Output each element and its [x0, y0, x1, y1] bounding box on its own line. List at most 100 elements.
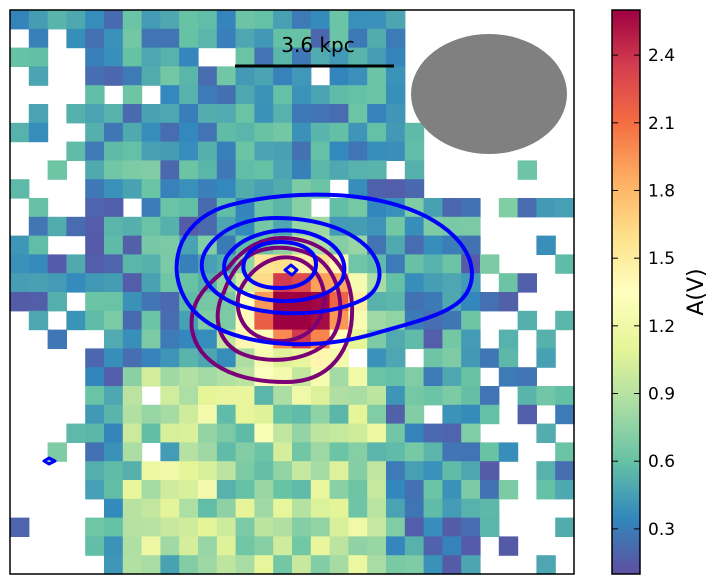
- heatmap-cell: [348, 122, 368, 143]
- heatmap-cell: [292, 198, 312, 218]
- heatmap-cell: [122, 292, 143, 312]
- heatmap-cell: [442, 329, 462, 349]
- heatmap-cell: [517, 160, 537, 180]
- heatmap-cell: [329, 498, 349, 519]
- heatmap-cell: [348, 235, 368, 255]
- heatmap-cell: [386, 423, 406, 443]
- colorbar-tick-label: 2.1: [648, 114, 675, 134]
- heatmap-cell: [85, 292, 105, 312]
- heatmap-cell: [386, 517, 406, 537]
- heatmap-cell: [480, 348, 500, 368]
- heatmap-cell: [198, 480, 218, 500]
- heatmap-cell: [461, 442, 481, 462]
- heatmap-cell: [329, 160, 349, 180]
- heatmap-cell: [442, 273, 462, 293]
- heatmap-cell: [141, 235, 161, 255]
- heatmap-cell: [160, 404, 180, 425]
- heatmap-cell: [536, 555, 556, 575]
- heatmap-cell: [85, 310, 105, 331]
- scale-bar-label: 3.6 kpc: [281, 33, 354, 57]
- heatmap-cell: [85, 423, 105, 443]
- heatmap-cell: [104, 461, 124, 481]
- heatmap-cell: [216, 310, 237, 331]
- heatmap-cell: [198, 329, 218, 349]
- heatmap-cell: [141, 198, 161, 218]
- heatmap-cell: [461, 423, 481, 443]
- heatmap-cell: [141, 555, 161, 575]
- heatmap-cell: [235, 423, 255, 443]
- heatmap-cell: [198, 216, 218, 237]
- heatmap-cell: [160, 480, 180, 500]
- heatmap-cell: [235, 66, 255, 86]
- heatmap-cell: [85, 104, 105, 124]
- heatmap-cell: [179, 28, 199, 49]
- heatmap-cell: [216, 423, 237, 443]
- heatmap-cell: [292, 160, 312, 180]
- purple-contour-outer: [189, 236, 355, 384]
- heatmap-cell: [404, 122, 425, 143]
- heatmap-cell: [555, 310, 575, 331]
- heatmap-cell: [141, 367, 161, 387]
- heatmap-cell: [461, 216, 481, 237]
- heatmap-cell: [198, 404, 218, 425]
- heatmap-cell: [404, 536, 425, 556]
- heatmap-cell: [47, 216, 67, 237]
- heatmap-cell: [122, 122, 143, 143]
- heatmap-cell: [461, 386, 481, 406]
- blue-contour-2: [199, 216, 382, 316]
- heatmap-cell: [122, 498, 143, 519]
- heatmap-cell: [273, 404, 293, 425]
- heatmap-cell: [517, 310, 537, 331]
- heatmap-cell: [273, 122, 293, 143]
- heatmap-cell: [104, 555, 124, 575]
- heatmap-cell: [536, 480, 556, 500]
- heatmap-cell: [386, 66, 406, 86]
- heatmap-cell: [198, 498, 218, 519]
- blue-contour-4: [241, 240, 318, 290]
- heatmap-cell: [141, 122, 161, 143]
- heatmap-cell: [160, 498, 180, 519]
- heatmap-cell: [66, 141, 86, 161]
- heatmap-cell: [310, 480, 331, 500]
- heatmap-cell: [160, 536, 180, 556]
- heatmap-cell: [254, 10, 274, 30]
- heatmap-cell: [216, 179, 237, 199]
- heatmap-cell: [292, 122, 312, 143]
- heatmap-cell: [386, 442, 406, 462]
- heatmap-cell: [273, 423, 293, 443]
- heatmap-cell: [122, 66, 143, 86]
- heatmap-cell: [386, 10, 406, 30]
- heatmap-cell: [254, 442, 274, 462]
- heatmap-cell: [179, 122, 199, 143]
- heatmap-cell: [122, 141, 143, 161]
- heatmap-cell: [179, 536, 199, 556]
- heatmap-cell: [141, 141, 161, 161]
- heatmap-cell: [122, 28, 143, 49]
- heatmap-cell: [85, 536, 105, 556]
- heatmap-cell: [423, 517, 443, 537]
- heatmap-cell: [104, 536, 124, 556]
- heatmap-cell: [198, 461, 218, 481]
- heatmap-cell: [292, 442, 312, 462]
- heatmap-cell: [480, 498, 500, 519]
- heatmap-cell: [85, 461, 105, 481]
- heatmap-cell: [160, 329, 180, 349]
- heatmap-cell: [442, 536, 462, 556]
- heatmap-cell: [104, 480, 124, 500]
- heatmap-cell: [310, 47, 331, 67]
- heatmap-cell: [141, 254, 161, 274]
- heatmap-cell: [517, 198, 537, 218]
- heatmap-cell: [536, 461, 556, 481]
- heatmap-cell: [104, 160, 124, 180]
- heatmap-cell: [104, 104, 124, 124]
- heatmap-cell: [517, 367, 537, 387]
- heatmap-cell: [254, 423, 274, 443]
- heatmap-cell: [10, 10, 30, 30]
- heatmap-cell: [348, 273, 368, 293]
- heatmap-cell: [480, 386, 500, 406]
- heatmap-cell: [442, 498, 462, 519]
- heatmap-cell: [216, 498, 237, 519]
- heatmap-cell: [461, 536, 481, 556]
- heatmap-cell: [348, 104, 368, 124]
- heatmap-cell: [310, 461, 331, 481]
